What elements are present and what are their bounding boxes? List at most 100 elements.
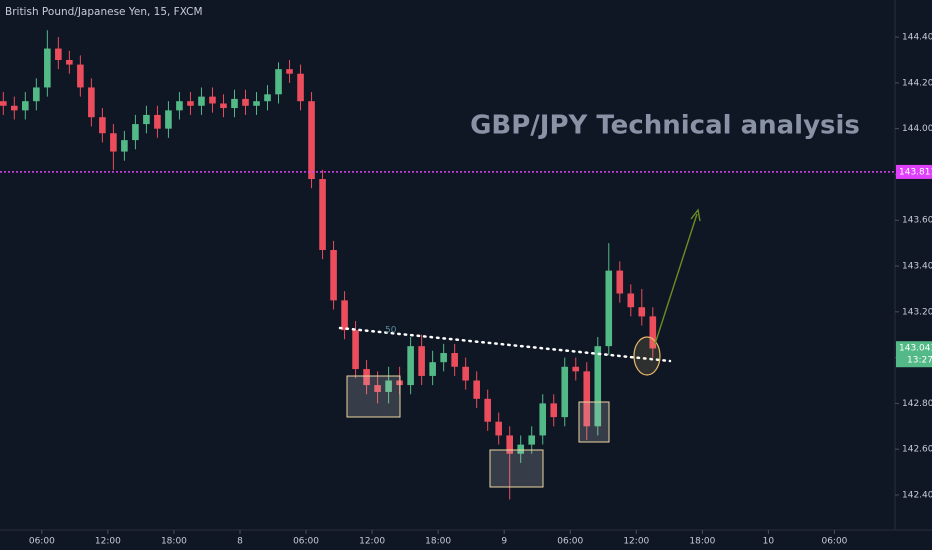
candle-body — [550, 403, 558, 418]
candle-body — [187, 101, 194, 106]
candle-body — [649, 316, 657, 349]
x-tick-label: 18:00 — [161, 537, 187, 547]
x-tick-label: 06:00 — [557, 537, 583, 547]
candle-body — [11, 105, 18, 111]
x-tick-label: 10 — [763, 537, 775, 547]
x-tick-label: 12:00 — [623, 537, 649, 547]
y-tick-label: 144.400 — [902, 33, 932, 43]
last-price-label: 143.041 — [899, 344, 932, 354]
x-tick-label: 06:00 — [29, 537, 55, 547]
candle-body — [616, 270, 624, 294]
candle-body — [594, 346, 602, 427]
candle-body — [44, 48, 51, 88]
candle-body — [143, 114, 150, 125]
candle-body — [231, 98, 238, 109]
candle-body — [154, 114, 161, 129]
candle-body — [506, 435, 514, 454]
highlight-box — [346, 375, 401, 418]
candle-body — [22, 101, 29, 111]
candle-body — [385, 380, 392, 392]
annotation: GBP/JPY Technical analysis — [470, 111, 860, 141]
candle-body — [495, 421, 502, 436]
trendline-label: 50 — [385, 326, 397, 336]
x-tick-label: 8 — [237, 537, 243, 547]
candle-body — [209, 96, 216, 104]
candle-body — [484, 398, 491, 422]
chart-title: British Pound/Japanese Yen, 15, FXCM — [5, 6, 203, 18]
candle-body — [88, 87, 95, 118]
candle-body — [638, 307, 646, 317]
candle-body — [539, 403, 547, 436]
arrow-head — [690, 208, 701, 222]
candle-body — [440, 353, 447, 363]
candle-body — [165, 110, 172, 129]
candle-body — [627, 293, 635, 308]
candle-body — [242, 98, 249, 106]
candle-body — [220, 103, 227, 109]
candle-body — [341, 300, 348, 331]
level-tag — [896, 164, 932, 179]
candle-body — [517, 444, 525, 454]
level-tag-label: 143.811 — [899, 167, 932, 177]
candle-body — [429, 362, 436, 376]
candle-body — [363, 369, 370, 386]
candle-body — [308, 101, 315, 180]
candle-body — [297, 73, 304, 102]
highlight-circle — [633, 336, 661, 376]
candle-body — [528, 435, 536, 445]
y-tick-label: 143.400 — [902, 262, 932, 272]
candle-body — [462, 366, 469, 381]
y-tick-label: 142.400 — [902, 490, 932, 500]
countdown-label: 13:27 — [907, 356, 932, 366]
candle-body — [121, 140, 128, 152]
highlight-box — [489, 449, 544, 488]
x-tick-label: 9 — [501, 537, 507, 547]
candle-body — [0, 101, 7, 106]
last-price-tag — [896, 341, 932, 368]
candle-body — [473, 380, 480, 399]
y-tick-label: 142.800 — [902, 399, 932, 409]
arrow — [654, 213, 698, 345]
candle-body — [407, 346, 414, 386]
y-tick-label: 144.200 — [902, 78, 932, 88]
candle-body — [583, 371, 591, 427]
candle-body — [275, 69, 282, 95]
candle-body — [77, 64, 84, 88]
candle-body — [253, 101, 260, 106]
candle-body — [33, 87, 40, 102]
x-tick-label: 12:00 — [95, 537, 121, 547]
candle-body — [418, 346, 425, 376]
candle-body — [110, 133, 117, 152]
axes: 144.400144.200144.000143.800143.600143.4… — [29, 33, 932, 547]
x-tick-label: 18:00 — [689, 537, 715, 547]
y-tick-label: 144.000 — [902, 124, 932, 134]
x-tick-label: 06:00 — [821, 537, 847, 547]
y-tick-label: 142.600 — [902, 445, 932, 455]
candle-body — [319, 179, 326, 251]
candle-body — [99, 117, 106, 134]
candle-body — [330, 250, 337, 301]
candle-body — [66, 59, 73, 65]
candle-body — [286, 69, 293, 74]
candle-body — [132, 124, 139, 141]
candle-body — [605, 270, 613, 347]
x-tick-label: 12:00 — [359, 537, 385, 547]
x-tick-label: 06:00 — [293, 537, 319, 547]
y-tick-label: 143.600 — [902, 216, 932, 226]
y-tick-label: 143.200 — [902, 307, 932, 317]
x-tick-label: 18:00 — [425, 537, 451, 547]
candle-body — [572, 366, 580, 372]
candle-body — [451, 353, 458, 367]
candle-body — [176, 101, 183, 111]
candle-body — [352, 330, 359, 370]
candle-body — [198, 96, 205, 106]
candle-body — [264, 94, 271, 102]
highlight-box — [578, 401, 610, 443]
plot-area — [0, 30, 895, 500]
candle-body — [561, 366, 569, 418]
candle-body — [374, 385, 381, 392]
candle-body — [55, 48, 62, 60]
